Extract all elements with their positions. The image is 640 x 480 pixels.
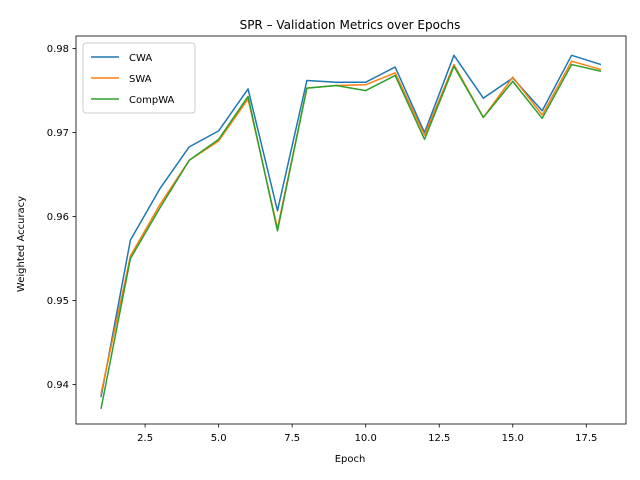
legend-label-cwa: CWA	[129, 53, 152, 64]
legend-box	[82, 42, 196, 114]
chart-title: SPR – Validation Metrics over Epochs	[240, 18, 461, 32]
x-tick-label: 15.0	[502, 433, 524, 444]
legend-label-compwa: CompWA	[129, 95, 175, 106]
x-tick-label: 17.5	[575, 433, 597, 444]
y-tick-label: 0.97	[47, 128, 69, 139]
y-tick-label: 0.94	[47, 380, 69, 391]
y-tick-label: 0.98	[47, 44, 69, 55]
y-tick-label: 0.95	[47, 296, 69, 307]
x-axis-label: Epoch	[335, 454, 366, 465]
y-tick-label: 0.96	[47, 212, 69, 223]
x-tick-label: 10.0	[355, 433, 377, 444]
series-line-compwa	[100, 63, 602, 410]
x-tick-label: 5.0	[211, 433, 227, 444]
legend-label-swa: SWA	[129, 74, 152, 85]
y-axis-label: Weighted Accuracy	[16, 196, 27, 292]
plot-area: 2.5 5.0 7.5 10.0 12.5 15.0 17.5 0.94 0.95 0.96 0.9…	[47, 35, 627, 444]
x-tick-label: 2.5	[137, 433, 153, 444]
x-tick-label: 12.5	[428, 433, 450, 444]
x-tick-label: 7.5	[284, 433, 300, 444]
axes-frame	[75, 35, 627, 425]
